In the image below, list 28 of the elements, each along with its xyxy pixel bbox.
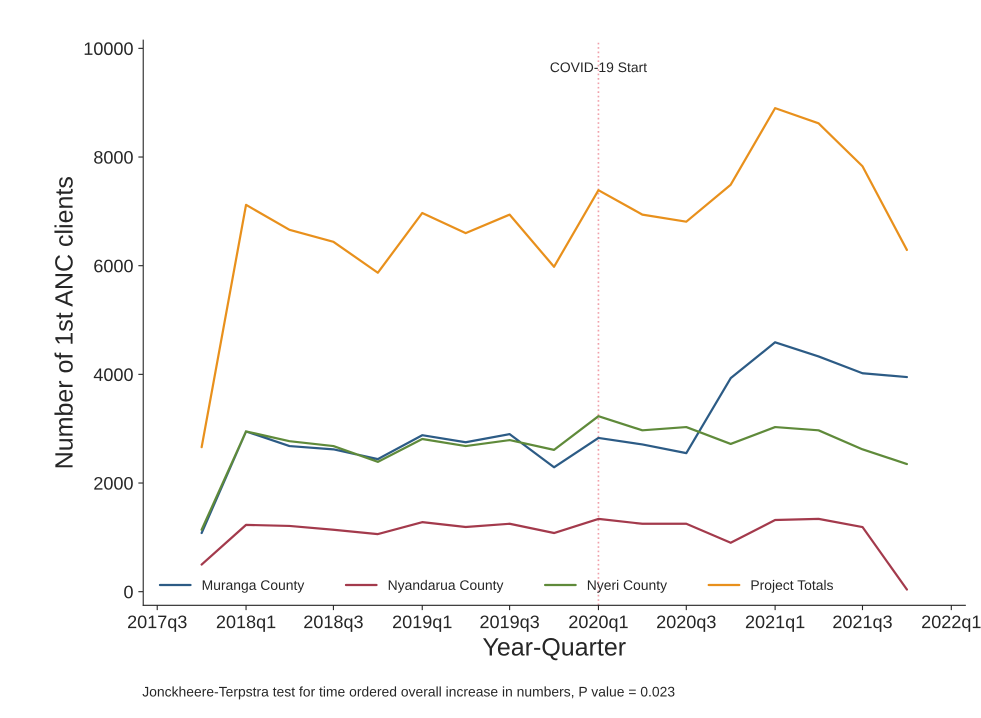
line-series [200, 518, 908, 591]
y-tick-label: 6000 [94, 260, 133, 272]
y-tick-label: 0 [124, 586, 133, 598]
x-tick-label: 2018q1 [216, 615, 276, 632]
x-tick-label: 2020q3 [657, 615, 716, 632]
x-tick-label: 2017q3 [128, 615, 187, 632]
y-tick-label: 4000 [94, 368, 133, 382]
line-series [200, 415, 908, 531]
y-axis-title: Number of 1st ANC clients [54, 177, 73, 468]
x-axis-title: Year-Quarter [483, 638, 626, 660]
legend-label: Nyeri County [588, 580, 668, 593]
y-tick-label: 2000 [94, 476, 133, 490]
x-tick-label: 2021q1 [746, 615, 804, 632]
legend-label: Nyandarua County [388, 580, 504, 593]
ref-line-label: COVID-19 Start [550, 62, 647, 72]
x-tick-label: 2019q1 [393, 615, 452, 632]
line-series [200, 341, 908, 534]
text: Jonckheere-Terpstra test for time ordered overall increase in numbers, P value = 0.023 [142, 686, 674, 700]
x-tick-label: 2018q3 [304, 615, 363, 632]
y-tick-label: 8000 [94, 150, 133, 164]
y-tick-label: 10000 [84, 42, 133, 56]
line-series [200, 107, 908, 448]
legend-label: Muranga County [202, 580, 304, 593]
x-tick-label: 2019q3 [480, 615, 539, 632]
x-tick-label: 2020q1 [569, 615, 628, 632]
legend-label: Project Totals [752, 580, 833, 593]
x-tick-label: 2022q1 [922, 615, 981, 632]
x-tick-label: 2021q3 [833, 615, 892, 632]
